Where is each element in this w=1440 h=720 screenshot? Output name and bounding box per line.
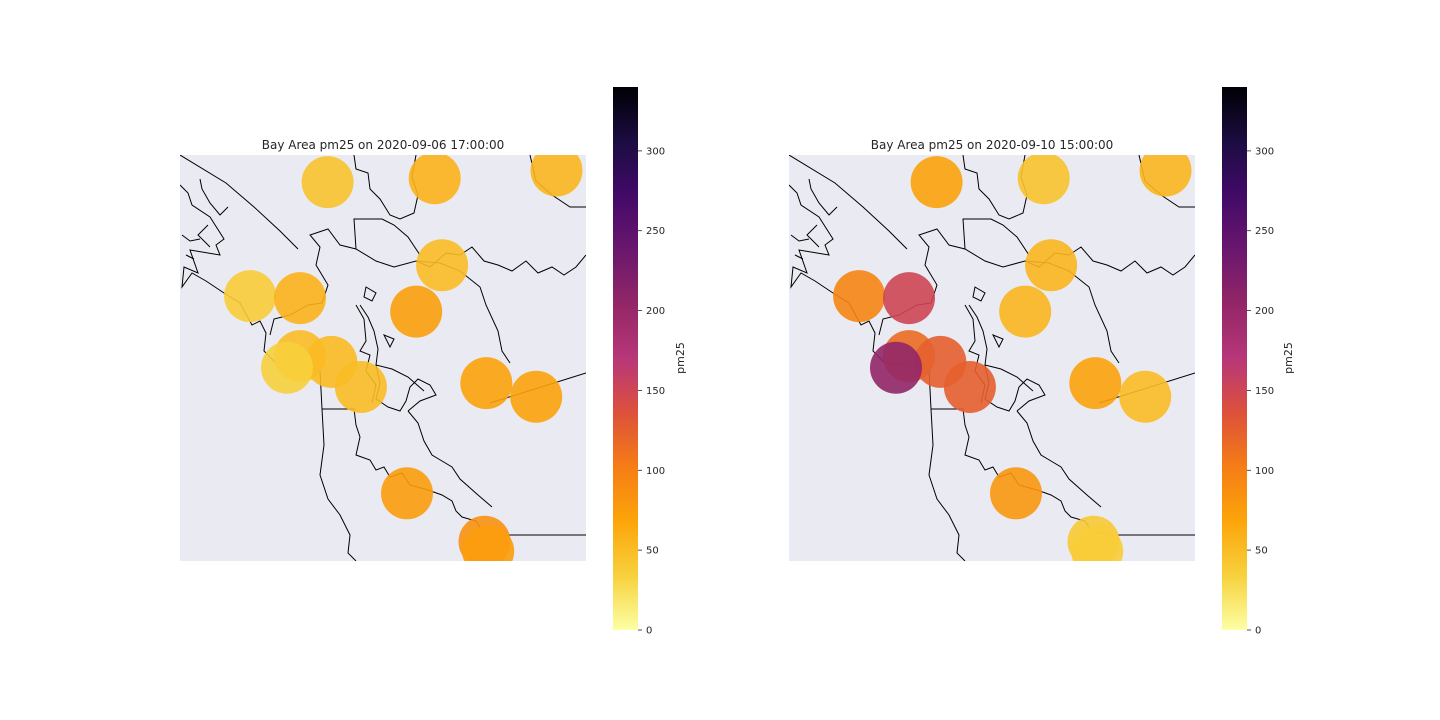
colorbar-tick-label: 0 bbox=[646, 626, 652, 637]
colorbar-tick-label: 0 bbox=[1255, 626, 1261, 637]
station-marker bbox=[390, 285, 443, 338]
map-title-1: Bay Area pm25 on 2020-09-06 17:00:00 bbox=[262, 138, 505, 152]
station-markers-1 bbox=[224, 155, 583, 561]
station-marker bbox=[883, 272, 935, 325]
station-marker bbox=[301, 156, 354, 209]
colorbar-tick-label: 150 bbox=[1255, 386, 1274, 397]
station-marker bbox=[224, 270, 277, 323]
colorbar-gradient-1 bbox=[613, 87, 638, 630]
colorbar-2: 0 50 100 150 200 250 300 pm25 bbox=[1222, 87, 1295, 637]
colorbar-gradient-2 bbox=[1222, 87, 1247, 630]
station-marker bbox=[416, 239, 469, 292]
colorbar-tick-label: 50 bbox=[646, 546, 659, 557]
colorbar-tick-label: 300 bbox=[646, 146, 665, 157]
station-marker bbox=[1017, 155, 1070, 205]
station-marker bbox=[334, 361, 387, 413]
colorbar-tick-label: 200 bbox=[1255, 306, 1274, 317]
colorbar-label-2: pm25 bbox=[1282, 342, 1295, 374]
station-marker bbox=[910, 156, 963, 209]
station-marker bbox=[274, 272, 326, 325]
station-marker bbox=[990, 467, 1042, 520]
station-markers-2 bbox=[833, 155, 1192, 561]
colorbar-tick-label: 100 bbox=[1255, 466, 1274, 477]
station-marker bbox=[870, 341, 922, 394]
colorbar-label-1: pm25 bbox=[674, 342, 687, 374]
colorbar-1: 0 50 100 150 200 250 300 pm25 bbox=[613, 87, 687, 637]
station-marker bbox=[1139, 155, 1192, 197]
station-marker bbox=[408, 155, 461, 205]
station-marker bbox=[381, 467, 433, 520]
station-marker bbox=[833, 270, 886, 323]
station-marker bbox=[943, 361, 996, 413]
station-marker bbox=[1071, 525, 1124, 561]
station-marker bbox=[1119, 370, 1172, 423]
station-marker bbox=[462, 525, 515, 561]
station-marker bbox=[1025, 239, 1078, 292]
station-marker bbox=[530, 155, 583, 197]
map-title-2: Bay Area pm25 on 2020-09-10 15:00:00 bbox=[871, 138, 1114, 152]
station-marker bbox=[261, 341, 313, 394]
station-marker bbox=[510, 370, 563, 423]
station-marker bbox=[999, 285, 1052, 338]
colorbar-tick-label: 250 bbox=[646, 226, 665, 237]
colorbar-tick-label: 200 bbox=[646, 306, 665, 317]
colorbar-tick-label: 100 bbox=[646, 466, 665, 477]
colorbar-ticks-2: 0 50 100 150 200 250 300 bbox=[1247, 146, 1274, 637]
map-panel-2: Bay Area pm25 on 2020-09-10 15:00:00 bbox=[789, 138, 1195, 561]
colorbar-tick-label: 50 bbox=[1255, 546, 1268, 557]
colorbar-tick-label: 150 bbox=[646, 386, 665, 397]
colorbar-tick-label: 300 bbox=[1255, 146, 1274, 157]
colorbar-ticks-1: 0 50 100 150 200 250 300 bbox=[638, 146, 665, 637]
station-marker bbox=[1069, 357, 1122, 410]
station-marker bbox=[460, 357, 513, 410]
colorbar-tick-label: 250 bbox=[1255, 226, 1274, 237]
map-panel-1: Bay Area pm25 on 2020-09-06 17:00:00 bbox=[180, 138, 586, 561]
